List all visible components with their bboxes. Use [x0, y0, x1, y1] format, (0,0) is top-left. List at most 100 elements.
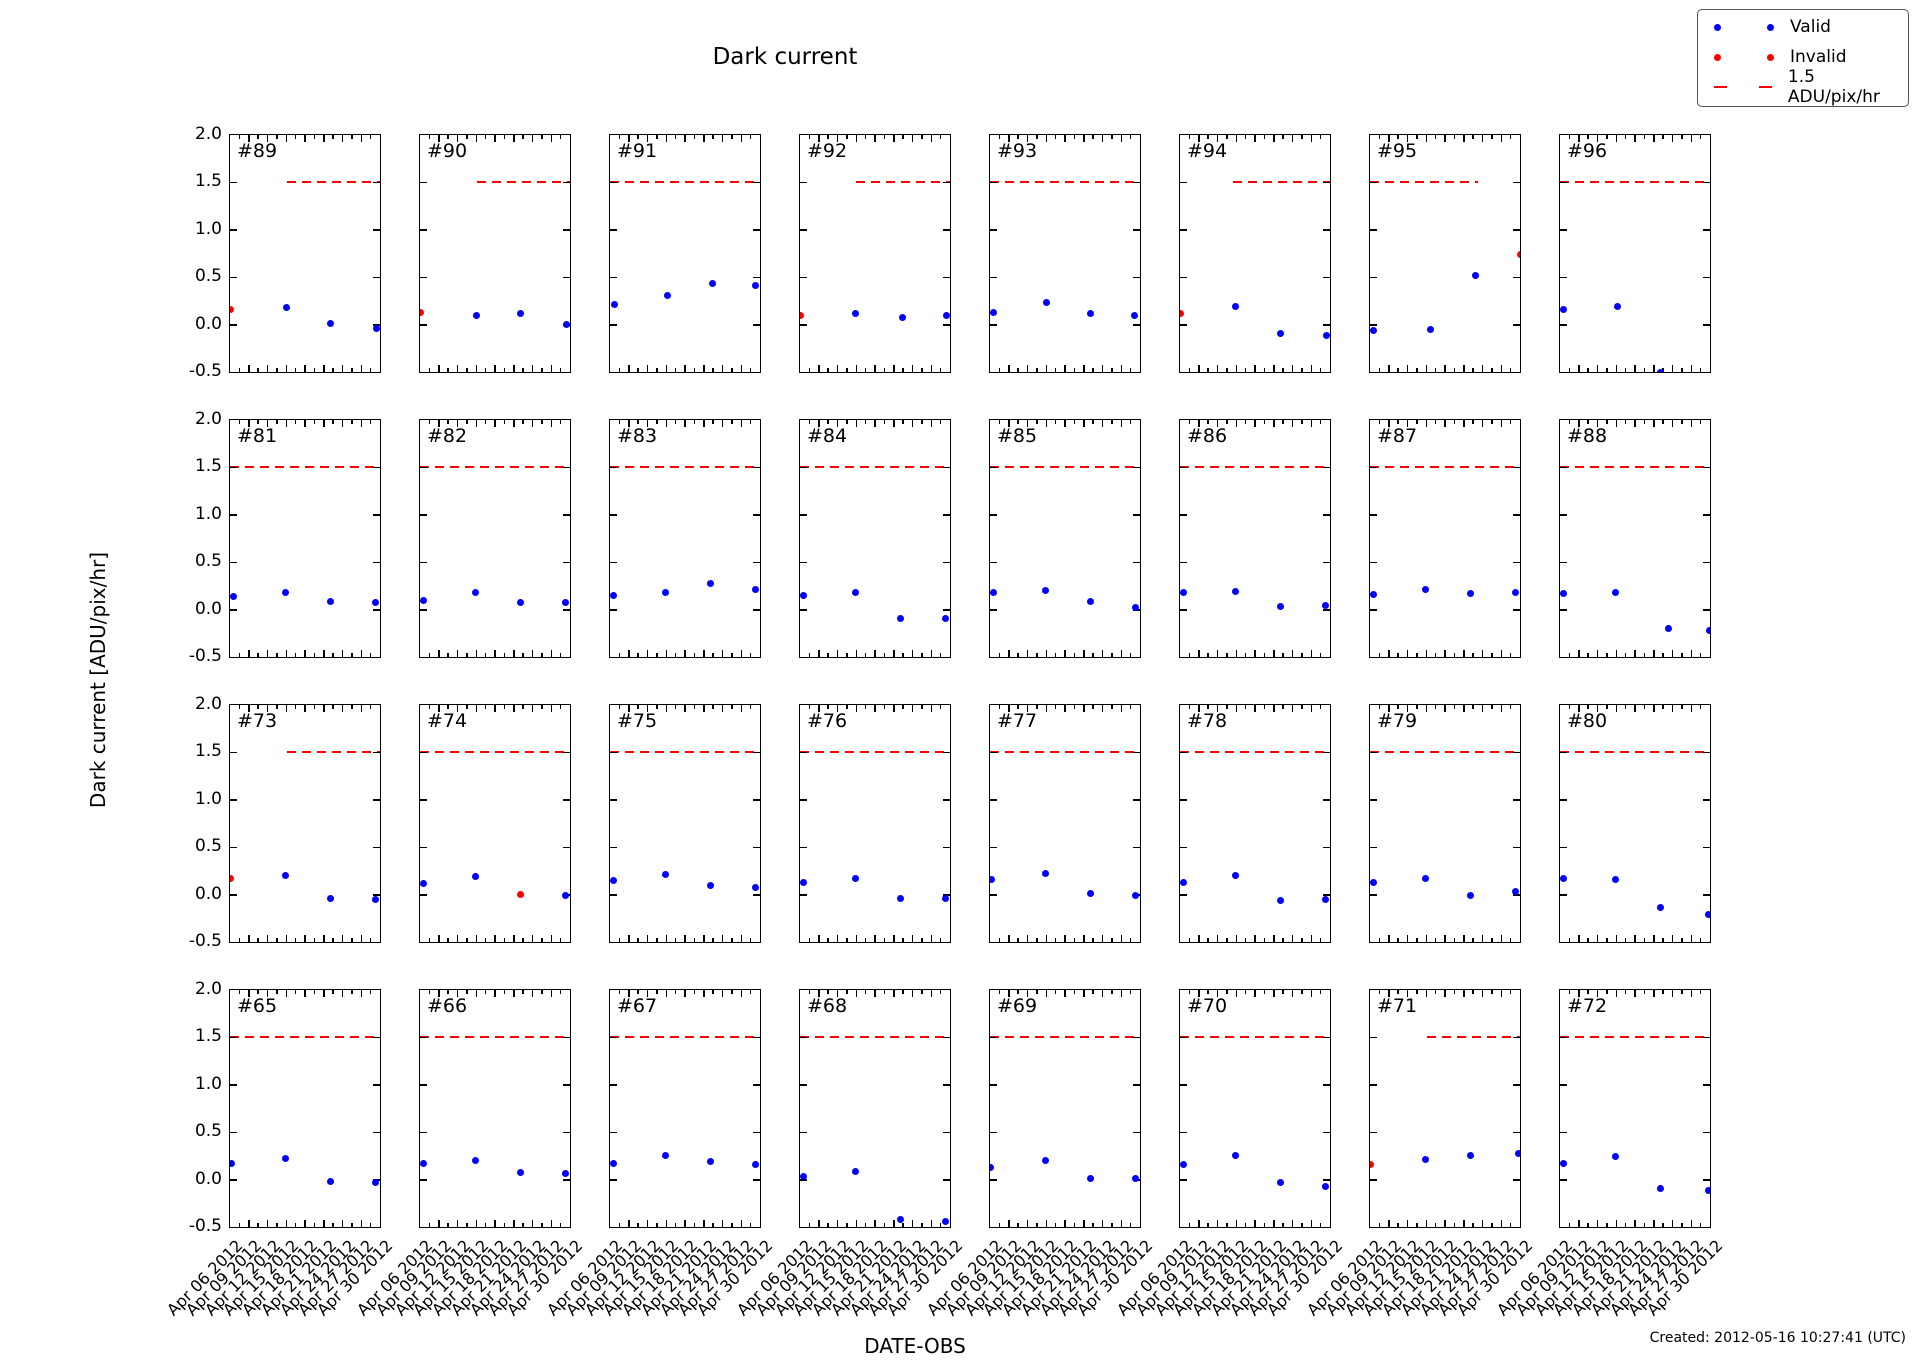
x-tick — [930, 365, 932, 372]
y-tick — [420, 1036, 427, 1039]
x-tick — [1129, 705, 1132, 709]
subplot-68: #68 Apr 06 2012 Apr 09 2012 Apr 12 2012 Apr … — [733, 989, 966, 1319]
y-tick-label: 0.0 — [194, 313, 222, 334]
x-tick — [1064, 420, 1066, 427]
x-tick — [1662, 938, 1664, 942]
y-tick — [610, 324, 617, 326]
y-tick — [1323, 324, 1330, 326]
x-tick — [456, 935, 459, 942]
x-tick — [1378, 135, 1381, 139]
y-tick — [373, 1036, 380, 1039]
x-tick — [1216, 705, 1219, 712]
plot-area — [420, 705, 570, 942]
y-tick — [420, 229, 427, 231]
plot-area — [1560, 420, 1710, 657]
valid-data-point — [1705, 911, 1710, 918]
x-tick — [1083, 135, 1085, 142]
y-tick-label: 2.0 — [194, 124, 222, 144]
x-tick — [276, 368, 278, 372]
y-tick — [753, 799, 760, 801]
valid-data-point — [990, 875, 995, 883]
x-tick — [740, 135, 742, 142]
x-tick — [618, 420, 621, 424]
x-tick — [1491, 368, 1493, 372]
x-tick — [1690, 420, 1692, 427]
x-tick — [1017, 653, 1019, 657]
x-tick — [1500, 135, 1502, 142]
y-tick — [990, 1036, 997, 1039]
y-tick — [1180, 561, 1187, 564]
x-tick — [855, 990, 857, 997]
subplot-id-label: #66 — [427, 995, 468, 1017]
x-tick — [1064, 935, 1066, 942]
subplot-70: #70 Apr 06 2012 Apr 09 2012 Apr 12 2012 Apr … — [1113, 989, 1346, 1319]
x-tick — [1254, 705, 1256, 712]
valid-data-point — [1422, 1156, 1429, 1164]
x-tick — [332, 990, 334, 994]
x-tick — [883, 135, 886, 139]
threshold-line — [1560, 751, 1710, 754]
x-tick — [285, 935, 287, 942]
x-tick — [1235, 935, 1237, 942]
plot-area — [230, 990, 380, 1227]
x-tick — [484, 990, 487, 994]
x-tick — [808, 1223, 811, 1227]
x-tick — [1406, 935, 1409, 942]
x-tick — [1282, 1223, 1284, 1227]
x-tick — [1244, 705, 1247, 709]
x-tick — [1643, 990, 1646, 994]
x-tick — [646, 705, 649, 712]
y-tick — [563, 799, 570, 801]
x-tick — [637, 938, 639, 942]
valid-data-point — [1370, 878, 1377, 886]
x-tick — [276, 990, 278, 994]
x-tick — [1244, 1223, 1247, 1227]
x-tick — [484, 135, 487, 139]
valid-data-point — [420, 879, 427, 887]
x-tick — [1101, 365, 1104, 372]
x-tick — [1444, 650, 1446, 657]
y-tick — [230, 1036, 237, 1039]
x-tick — [1434, 135, 1437, 139]
plot-area — [1180, 990, 1330, 1227]
x-tick — [1188, 705, 1191, 709]
y-tick — [1560, 894, 1567, 896]
valid-data-point — [708, 280, 716, 288]
x-tick — [1596, 650, 1599, 657]
plot-area — [1180, 135, 1330, 372]
x-tick — [484, 938, 487, 942]
invalid-data-point — [1180, 309, 1185, 317]
x-tick — [712, 990, 714, 994]
x-tick — [703, 135, 705, 142]
x-tick — [921, 938, 923, 942]
x-tick — [332, 420, 334, 424]
x-tick — [1596, 990, 1599, 997]
y-tick — [230, 799, 237, 801]
x-tick — [1425, 1220, 1427, 1227]
subplot-id-label: #67 — [617, 995, 658, 1017]
x-tick — [684, 650, 686, 657]
x-tick — [332, 653, 334, 657]
x-tick — [1092, 135, 1094, 139]
x-tick — [1263, 653, 1266, 657]
valid-data-point — [1612, 875, 1619, 883]
x-tick — [1615, 990, 1617, 997]
x-tick — [304, 1220, 306, 1227]
y-tick — [420, 324, 427, 326]
x-tick — [684, 365, 686, 372]
x-tick — [559, 368, 562, 372]
x-tick — [1653, 650, 1655, 657]
x-tick — [1434, 990, 1437, 994]
x-tick — [1434, 420, 1437, 424]
y-axis-label: Dark current [ADU/pix/hr] — [86, 551, 110, 809]
valid-data-point — [327, 597, 334, 605]
plot-area — [230, 705, 380, 942]
valid-dot-icon — [1767, 23, 1774, 31]
valid-data-point — [1042, 299, 1050, 307]
x-tick — [656, 1223, 658, 1227]
x-tick — [484, 705, 487, 709]
subplot-73: #73 2.0 1.5 1.0 0.5 0.0 -0.5 — [189, 696, 381, 950]
x-tick — [684, 1220, 686, 1227]
x-tick — [703, 650, 705, 657]
x-tick — [846, 653, 848, 657]
